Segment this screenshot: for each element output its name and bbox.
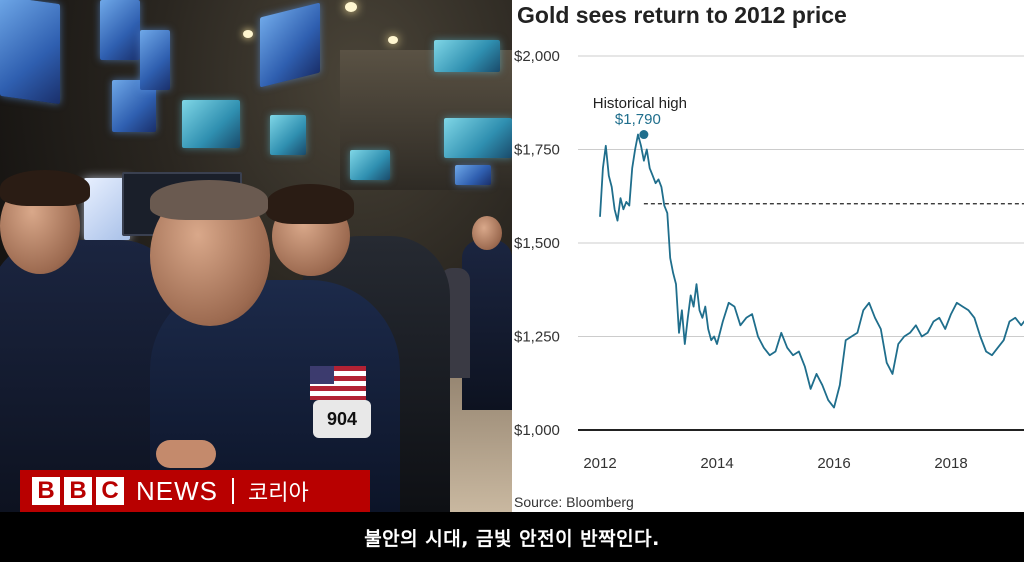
trader-badge: 904 (313, 400, 371, 438)
x-tick-label: 2016 (817, 455, 850, 472)
bbc-news-label: NEWS (136, 475, 218, 506)
ceiling-light (345, 2, 357, 12)
bbc-news-korea-logo: B B C NEWS 코리아 (20, 470, 370, 512)
x-tick-label: 2018 (934, 455, 967, 472)
monitor (100, 0, 140, 60)
trading-floor-photo: 904 B B C NEWS 코리아 (0, 0, 512, 512)
bbc-logo-letter: C (96, 477, 124, 505)
monitor (140, 30, 170, 90)
x-tick-label: 2012 (583, 455, 616, 472)
annotation-value: $1,790 (615, 111, 661, 128)
logo-divider (232, 478, 234, 504)
y-tick-label: $1,250 (514, 329, 560, 346)
badge-number: 904 (326, 408, 358, 429)
monitor (350, 150, 390, 180)
monitor (455, 165, 491, 185)
trader-hair (0, 170, 90, 206)
chart-source: Source: Bloomberg (514, 494, 634, 510)
monitor (434, 40, 500, 72)
y-tick-label: $2,000 (514, 48, 560, 65)
historical-high-marker (639, 130, 649, 140)
trader-background (462, 240, 512, 410)
annotation-label: Historical high (593, 95, 687, 112)
bbc-region-label: 코리아 (248, 480, 309, 505)
chart-svg: $1,000 $1,250 $1,500 $1,750 $2,000 2012 2014 20… (514, 48, 1024, 472)
ceiling-light (388, 36, 398, 44)
subtitle-bar: 불안의 시대, 금빛 안전이 반짝인다. (0, 512, 1024, 562)
subtitle-text: 불안의 시대, 금빛 안전이 반짝인다. (364, 527, 660, 550)
gold-price-chart: Gold sees return to 2012 price $1,000 $1,… (512, 0, 1024, 512)
x-tick-label: 2014 (700, 455, 733, 472)
bbc-logo-letter: B (64, 477, 92, 505)
y-tick-label: $1,000 (514, 422, 560, 439)
hand (156, 440, 216, 468)
trader-hair (150, 180, 268, 220)
y-tick-label: $1,500 (514, 235, 560, 252)
monitor (270, 115, 306, 155)
monitor (0, 0, 60, 105)
chart-title: Gold sees return to 2012 price (517, 2, 847, 28)
ceiling-light (243, 30, 253, 38)
bbc-logo-letter: B (32, 477, 60, 505)
monitor (182, 100, 240, 148)
y-tick-label: $1,750 (514, 142, 560, 159)
trader-head (472, 216, 502, 250)
monitor (444, 118, 512, 158)
monitor (260, 2, 320, 88)
trader-hair (266, 184, 354, 224)
flag-patch (310, 366, 366, 400)
series-line (599, 133, 1024, 409)
